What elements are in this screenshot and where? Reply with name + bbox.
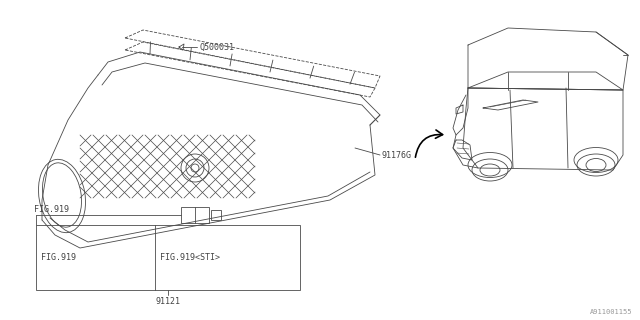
Bar	[181, 207, 209, 223]
Text: FIG.919: FIG.919	[41, 253, 76, 262]
Text: 91176G: 91176G	[382, 150, 412, 159]
Text: Q500031: Q500031	[199, 43, 234, 52]
Bar	[211, 210, 221, 220]
Text: 91121: 91121	[156, 298, 180, 307]
Bar	[36, 225, 300, 290]
FancyArrowPatch shape	[415, 130, 443, 157]
Text: FIG.919<STI>: FIG.919<STI>	[160, 253, 220, 262]
Text: A911001155: A911001155	[589, 309, 632, 315]
Text: FIG.919: FIG.919	[34, 205, 69, 214]
